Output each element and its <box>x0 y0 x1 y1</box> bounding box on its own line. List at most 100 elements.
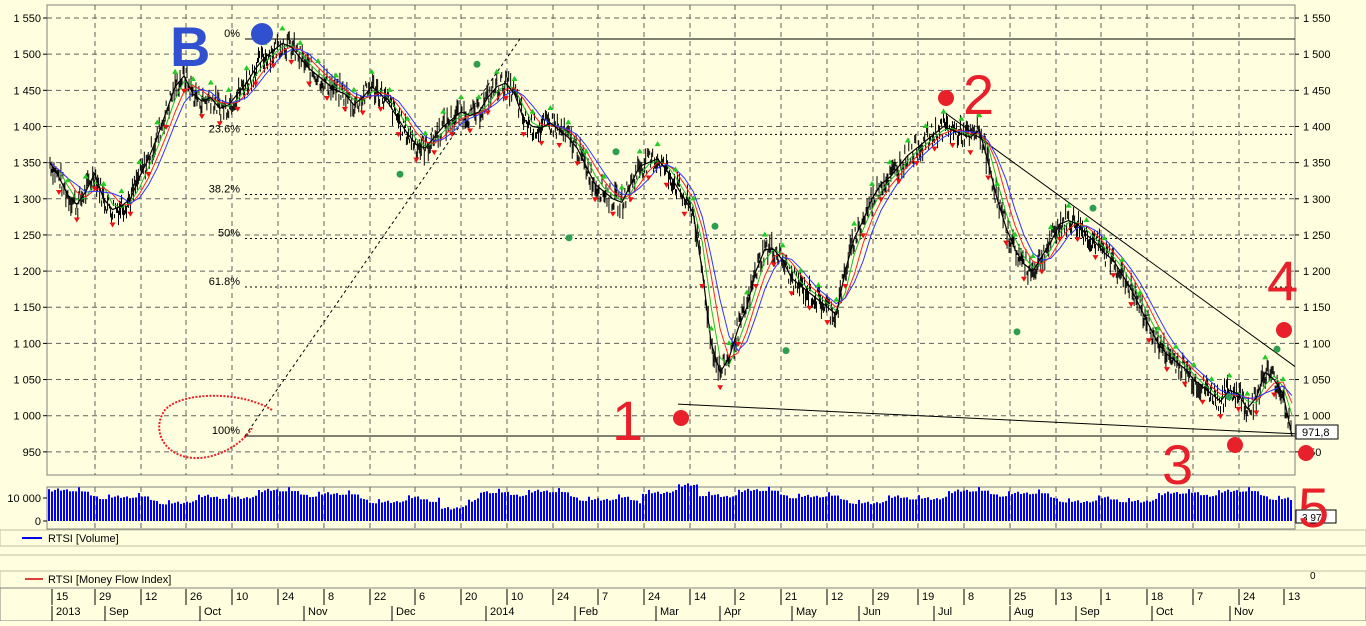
down-signal-marker <box>609 211 616 217</box>
fib-label-5: 100% <box>212 425 240 437</box>
down-signal-marker <box>913 161 920 167</box>
annotation-1: 1 <box>612 389 689 452</box>
down-signal-marker <box>449 132 456 138</box>
up-signal-marker <box>940 108 947 114</box>
up-signal-marker <box>547 104 554 110</box>
x-day-label-0: 15 <box>56 591 68 603</box>
down-signal-marker <box>145 171 152 177</box>
down-signal-marker <box>502 96 509 101</box>
y-tick-label-right-10: 1 050 <box>1303 375 1331 387</box>
down-signal-marker <box>681 211 688 217</box>
price-pane[interactable] <box>46 4 1296 476</box>
fib-label-0: 0% <box>224 28 240 40</box>
y-tick-label-right-4: 1 350 <box>1303 158 1331 170</box>
up-signal-marker <box>743 289 750 295</box>
up-signal-marker <box>1047 224 1054 230</box>
up-signal-marker <box>797 267 804 273</box>
y-tick-label-right-2: 1 450 <box>1303 85 1331 97</box>
x-day-label-21: 25 <box>1014 591 1026 603</box>
down-signal-marker <box>1199 399 1206 405</box>
ma-blue-line <box>49 49 1293 400</box>
down-signal-marker <box>592 197 599 203</box>
up-signal-marker <box>243 65 250 71</box>
x-month-label-14: Oct <box>1156 606 1173 618</box>
price-axis: 1 550 1 550 1 500 1 500 1 450 1 450 1 400 1 400… <box>13 13 1330 459</box>
y-tick-label-left-6: 1 250 <box>13 230 41 242</box>
swing-dot-4 <box>711 222 719 230</box>
x-month-label-7: Mar <box>660 606 679 618</box>
down-signal-marker <box>109 222 116 228</box>
swing-dot-6 <box>1013 328 1021 336</box>
down-signal-marker <box>770 262 777 268</box>
swing-dot-5 <box>782 347 790 355</box>
down-signal-marker <box>73 217 80 223</box>
x-month-label-13: Sep <box>1080 606 1100 618</box>
up-signal-marker <box>368 68 375 74</box>
annotation-4-dot <box>1276 322 1292 338</box>
annotation-3-dot <box>1227 437 1243 453</box>
up-signal-marker <box>1262 354 1269 360</box>
up-signal-marker <box>100 180 107 186</box>
up-signal-marker <box>618 184 625 190</box>
x-day-label-6: 8 <box>328 591 334 603</box>
down-signal-marker <box>1110 273 1117 279</box>
up-signal-marker <box>172 68 179 74</box>
down-signal-marker <box>234 106 241 112</box>
up-signal-marker <box>779 242 786 248</box>
x-day-label-3: 26 <box>190 591 202 603</box>
y-tick-label-right-6: 1 250 <box>1303 230 1331 242</box>
annotation-2-digit: 2 <box>963 63 994 126</box>
up-signal-marker <box>690 195 697 201</box>
up-signal-marker <box>672 166 679 172</box>
up-signal-marker <box>886 159 893 165</box>
down-signal-marker <box>270 63 277 69</box>
y-tick-label-right-3: 1 400 <box>1303 121 1331 133</box>
annotation-3-digit: 3 <box>1162 433 1193 496</box>
down-signal-marker <box>967 150 974 156</box>
up-signal-marker <box>154 119 161 125</box>
volume-axis: 10 000 0 <box>7 493 47 528</box>
x-day-label-26: 24 <box>1243 591 1255 603</box>
annotation-5-digit: 5 <box>1298 476 1329 539</box>
x-day-label-17: 12 <box>831 591 843 603</box>
x-day-label-19: 19 <box>922 591 934 603</box>
last-volume-box <box>1295 509 1337 524</box>
up-signal-marker <box>636 148 643 154</box>
down-signal-marker <box>431 150 438 156</box>
up-signal-marker <box>136 159 143 165</box>
ma-green-line <box>49 44 1293 416</box>
swing-dot-8 <box>1225 393 1233 401</box>
down-signal-marker <box>985 175 992 181</box>
up-signal-marker <box>726 339 733 345</box>
down-signal-marker <box>574 161 581 167</box>
down-signal-marker <box>1217 414 1224 420</box>
swing-dot-2 <box>565 234 573 242</box>
down-signal-marker <box>198 114 205 120</box>
y-tick-label-left-12: 950 <box>23 447 41 459</box>
price-series <box>49 31 1293 437</box>
up-signal-marker <box>189 76 196 82</box>
down-signal-marker <box>752 284 759 289</box>
up-signal-marker <box>654 141 661 147</box>
y-tick-label-left-5: 1 300 <box>13 194 41 206</box>
x-day-label-7: 22 <box>374 591 386 603</box>
up-signal-marker <box>350 86 357 92</box>
up-signal-marker <box>922 123 929 129</box>
down-signal-marker <box>1056 237 1063 242</box>
up-signal-marker <box>1172 343 1179 349</box>
annotation-4-digit: 4 <box>1267 249 1298 312</box>
down-signal-marker <box>949 143 956 148</box>
x-day-label-25: 7 <box>1197 591 1203 603</box>
x-day-label-10: 10 <box>511 591 523 603</box>
x-day-label-15: 2 <box>739 591 745 603</box>
down-signal-marker <box>1092 255 1099 261</box>
y-tick-label-right-1: 1 500 <box>1303 49 1331 61</box>
y-tick-label-left-9: 1 100 <box>13 338 41 350</box>
annotation-1-digit: 1 <box>612 389 643 452</box>
down-signal-marker <box>1253 410 1260 416</box>
x-day-label-24: 18 <box>1151 591 1163 603</box>
down-signal-marker <box>877 197 884 203</box>
x-month-label-15: Nov <box>1234 606 1254 618</box>
